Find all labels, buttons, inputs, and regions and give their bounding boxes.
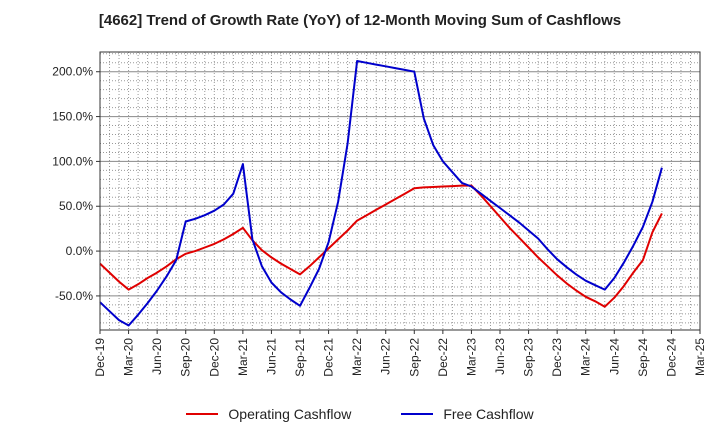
x-tick-label: Mar-22 (350, 338, 364, 376)
series-line-free-cashflow (99, 60, 663, 327)
x-tick-label: Mar-21 (236, 338, 250, 376)
y-tick-label: 100.0% (52, 154, 93, 168)
x-tick-label: Jun-23 (493, 338, 507, 375)
y-axis-ticks: -50.0% 0.0% 50.0% 100.0% 150.0% 200.0% (52, 65, 100, 303)
x-tick-label: Mar-24 (579, 338, 593, 376)
y-tick-label: 200.0% (52, 65, 93, 79)
series-lines (99, 60, 663, 327)
legend-item-free-cashflow: Free Cashflow (401, 406, 534, 422)
x-tick-label: Dec-22 (436, 338, 450, 377)
series-line-operating-cashflow (99, 184, 663, 308)
x-tick-label: Sep-24 (636, 338, 650, 377)
x-tick-label: Dec-24 (664, 338, 678, 377)
x-tick-label: Sep-21 (293, 338, 307, 377)
y-tick-label: 50.0% (59, 199, 93, 213)
y-tick-label: 150.0% (52, 110, 93, 124)
legend-swatch-operating (186, 413, 219, 415)
y-tick-label: 0.0% (66, 244, 94, 258)
x-tick-label: Dec-19 (93, 338, 107, 377)
plot-frame (99, 51, 701, 331)
legend: Operating Cashflow Free Cashflow (0, 406, 720, 422)
x-tick-label: Mar-25 (693, 338, 707, 376)
legend-item-operating-cashflow: Operating Cashflow (186, 406, 351, 422)
x-tick-label: Dec-23 (550, 338, 564, 377)
x-tick-label: Jun-22 (379, 338, 393, 375)
x-tick-label: Mar-20 (122, 338, 136, 376)
x-tick-label: Sep-23 (522, 338, 536, 377)
grid (100, 52, 700, 330)
x-tick-label: Sep-20 (179, 338, 193, 377)
x-axis-ticks: Dec-19 Mar-20 Jun-20 Sep-20 Dec-20 Mar-21 Jun-… (93, 330, 707, 377)
x-tick-label: Sep-22 (407, 338, 421, 377)
x-tick-label: Mar-23 (464, 338, 478, 376)
y-tick-label: -50.0% (55, 289, 93, 303)
x-tick-label: Dec-20 (207, 338, 221, 377)
legend-swatch-free (401, 413, 434, 415)
chart-title: [4662] Trend of Growth Rate (YoY) of 12-… (98, 12, 622, 29)
legend-label-operating: Operating Cashflow (228, 406, 352, 422)
x-tick-label: Dec-21 (322, 338, 336, 377)
x-tick-label: Jun-21 (264, 338, 278, 375)
legend-label-free: Free Cashflow (443, 406, 534, 422)
x-tick-label: Jun-20 (150, 338, 164, 375)
x-tick-label: Jun-24 (607, 338, 621, 375)
